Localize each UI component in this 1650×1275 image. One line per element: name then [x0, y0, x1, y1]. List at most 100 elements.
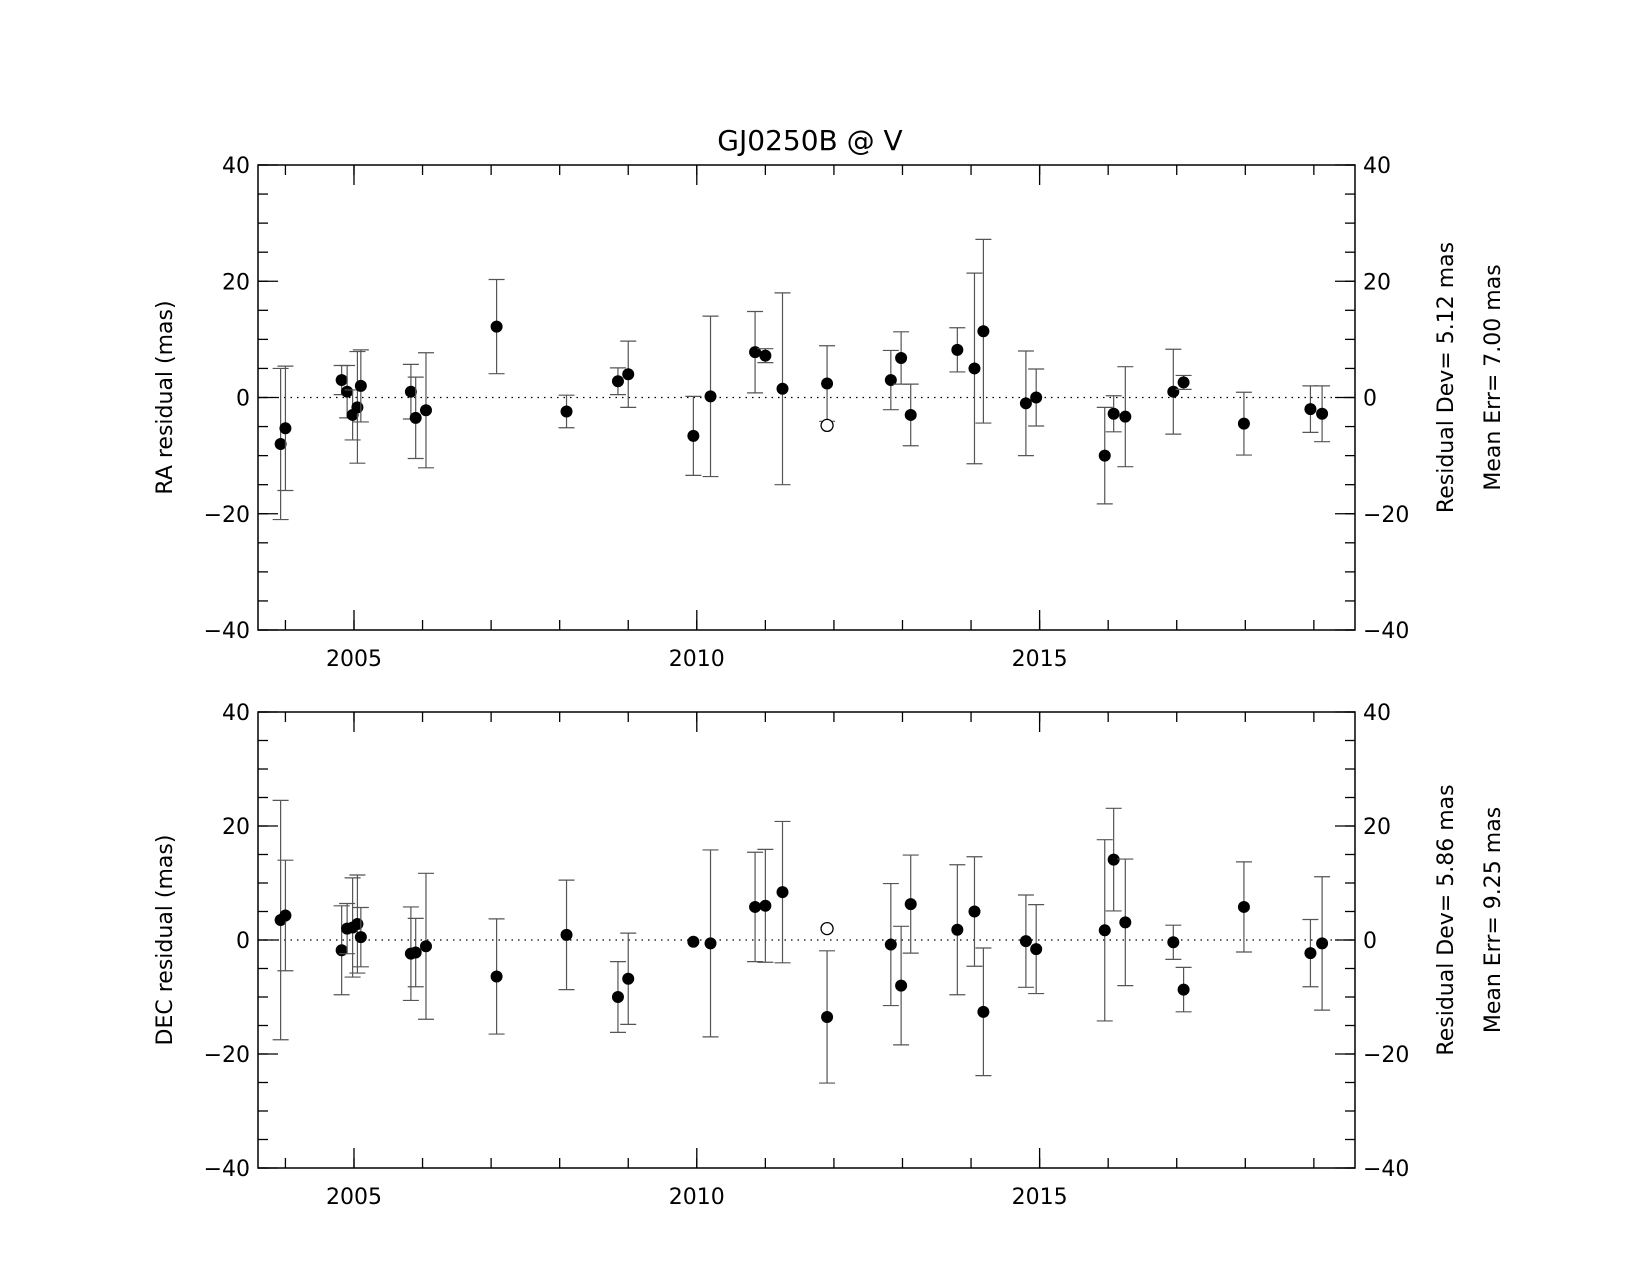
dec-filled-marker [687, 935, 700, 948]
ra-y-tick-label-right: 0 [1363, 387, 1377, 412]
dec-data-point [882, 882, 899, 1007]
dec-filled-marker [977, 1005, 990, 1018]
dec-filled-marker [1304, 947, 1317, 960]
ra-y-axis-label: RA residual (mas) [153, 300, 178, 494]
ra-filled-marker [274, 438, 287, 450]
dec-data-point [1105, 807, 1122, 912]
ra-y-tick-label-right: 20 [1363, 270, 1391, 295]
ra-filled-marker [279, 422, 292, 435]
ra-filled-marker [1098, 449, 1111, 462]
ra-filled-marker [1177, 376, 1190, 389]
dec-data-point [272, 799, 289, 1041]
ra-filled-marker [611, 375, 624, 388]
dec-filled-marker [821, 1010, 834, 1023]
dec-y-minor-ticks [258, 711, 1355, 1169]
ra-data-point [339, 364, 356, 419]
dec-filled-marker [1316, 937, 1329, 950]
dec-data-point [949, 864, 966, 996]
dec-filled-marker [704, 937, 717, 950]
ra-filled-marker [490, 320, 503, 333]
ra-filled-marker [1316, 407, 1329, 420]
ra-data-point [757, 348, 774, 364]
dec-filled-marker [354, 931, 367, 944]
dec-y-tick-label-left: 40 [222, 701, 250, 726]
dec-stat-mean-err: Mean Err= 9.25 mas [1481, 807, 1506, 1033]
ra-data-point [774, 292, 791, 486]
ra-y-tick-label-left: 40 [222, 154, 250, 179]
dec-data-point [609, 961, 626, 1033]
dec-data-point [702, 849, 719, 1038]
ra-data-point [893, 331, 910, 385]
ra-filled-marker [821, 377, 834, 390]
ra-data-point [1175, 374, 1192, 390]
dec-plot-frame [257, 711, 1356, 1169]
dec-data-point [352, 906, 369, 968]
ra-data-point [1105, 395, 1122, 433]
ra-y-tick-label-left: 0 [236, 387, 250, 412]
ra-stat-residual-dev: Residual Dev= 5.12 mas [1434, 242, 1459, 513]
dec-data-point [349, 874, 366, 974]
dec-filled-marker [1098, 924, 1111, 937]
dec-residual-panel: 2005 2010 2015 −40 −40 −20 −20 0 0 20 20 40 40 DEC re… [153, 701, 1506, 1210]
ra-data-point [620, 340, 637, 408]
dec-data-point [1096, 839, 1113, 1022]
dec-filled-marker [1019, 935, 1032, 948]
dec-data-point [620, 932, 637, 1025]
dec-filled-marker [419, 940, 432, 953]
ra-filled-marker [968, 362, 981, 375]
ra-filled-marker [1167, 385, 1180, 398]
ra-filled-marker [977, 325, 990, 338]
dec-filled-marker [904, 898, 917, 911]
dec-filled-marker [1119, 916, 1132, 929]
dec-y-tick-label-left: −40 [204, 1157, 250, 1182]
ra-filled-marker [409, 411, 422, 424]
dec-data-point [277, 859, 294, 972]
ra-filled-marker [749, 346, 762, 359]
ra-y-tick-label-left: −40 [204, 619, 250, 644]
dec-data-point [1017, 894, 1034, 988]
ra-data-point [685, 395, 702, 476]
dec-filled-marker [951, 923, 964, 936]
ra-y-tick-label-left: 20 [222, 270, 250, 295]
dec-y-tick-label-right: 40 [1363, 701, 1391, 726]
dec-data-point [558, 879, 575, 991]
dec-data-point [1117, 858, 1134, 987]
ra-data-point [277, 365, 294, 492]
dec-filled-marker [895, 979, 908, 992]
dec-filled-marker [1030, 943, 1043, 956]
ra-data-point [902, 383, 919, 447]
ra-data-point [1314, 385, 1331, 443]
dec-data-point [488, 918, 505, 1035]
ra-x-tick-label: 2010 [669, 647, 725, 672]
ra-data-point [1117, 366, 1134, 468]
dec-filled-marker [611, 991, 624, 1003]
ra-x-tick-label: 2005 [326, 647, 382, 672]
ra-data-point [882, 349, 899, 411]
dec-data-point [1175, 966, 1192, 1013]
dec-open-marker [820, 921, 834, 936]
dec-data-point [1314, 876, 1331, 1011]
ra-filled-marker [904, 408, 917, 421]
dec-y-tick-label-right: −40 [1363, 1157, 1409, 1182]
dec-filled-marker [776, 886, 789, 899]
dec-data-point [893, 925, 910, 1046]
dec-filled-marker [1167, 936, 1180, 949]
ra-data-point [975, 238, 992, 424]
dec-filled-marker [1107, 853, 1120, 866]
dec-filled-marker [622, 972, 635, 985]
dec-x-tick-label: 2010 [669, 1185, 725, 1210]
dec-x-tick-label: 2005 [326, 1185, 382, 1210]
ra-x-tick-label: 2015 [1012, 647, 1068, 672]
ra-data-point [820, 418, 834, 433]
ra-y-tick-label-left: −20 [204, 503, 250, 528]
dec-data-point [687, 935, 700, 948]
ra-y-minor-ticks [258, 164, 1355, 631]
dec-filled-marker [1237, 900, 1250, 913]
dec-y-tick-label-left: 20 [222, 815, 250, 840]
dec-filled-marker [968, 905, 981, 918]
ra-filled-marker [776, 382, 789, 395]
dec-data-point [902, 854, 919, 954]
ra-data-point [558, 394, 575, 429]
ra-data-point [1302, 385, 1319, 433]
ra-filled-marker [951, 343, 964, 356]
